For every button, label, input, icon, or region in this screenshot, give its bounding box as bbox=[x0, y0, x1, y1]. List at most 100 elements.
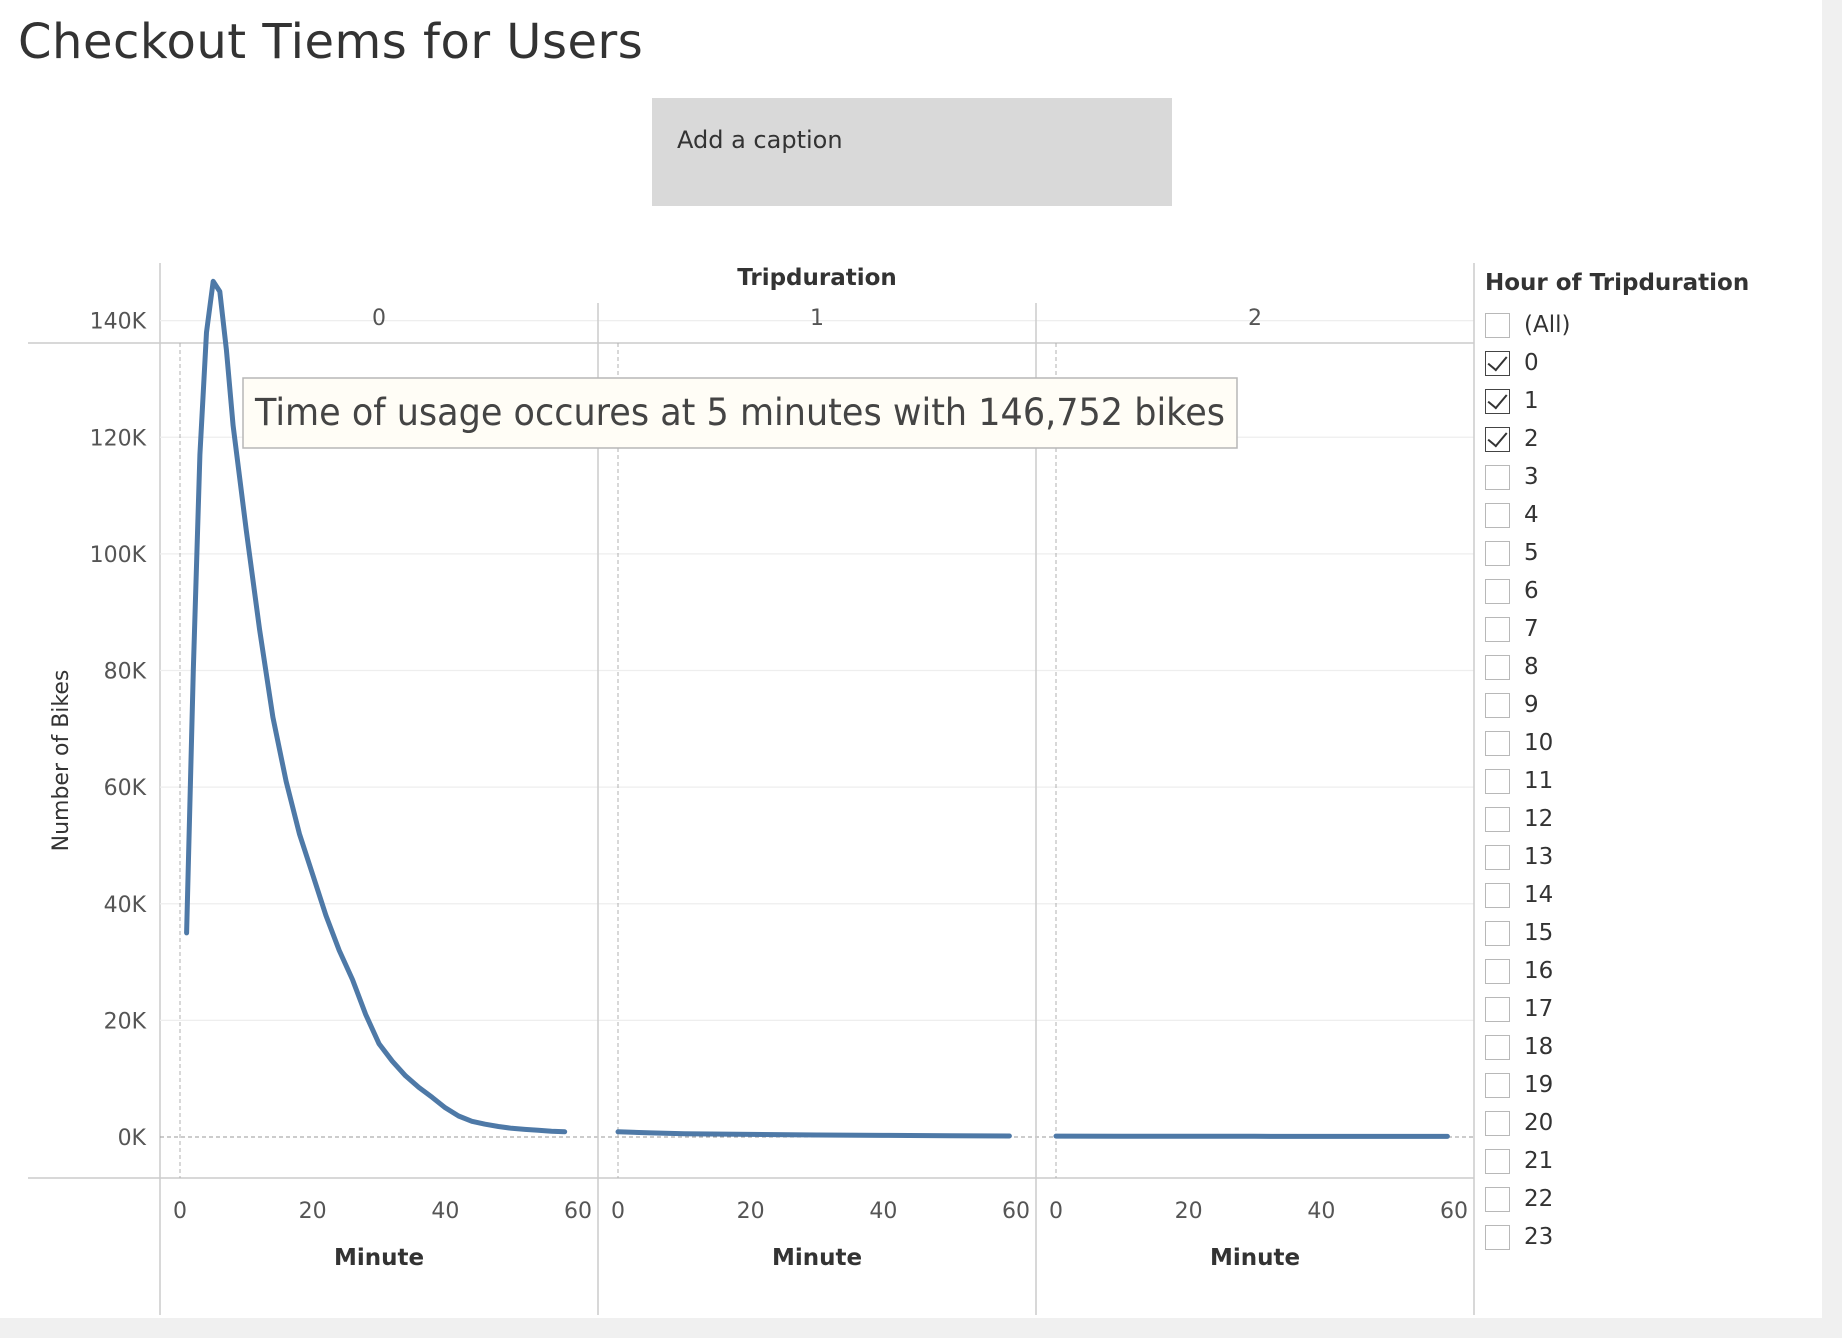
y-tick-label: 80K bbox=[104, 660, 147, 685]
filter-checkbox[interactable] bbox=[1485, 1110, 1510, 1136]
filter-item[interactable]: 21 bbox=[1485, 1142, 1815, 1180]
check-icon bbox=[1487, 388, 1508, 409]
filter-checkbox[interactable] bbox=[1485, 578, 1510, 604]
page-title: Checkout Tiems for Users bbox=[18, 14, 644, 70]
filter-title: Hour of Tripduration bbox=[1485, 270, 1750, 296]
filter-item-label: 18 bbox=[1524, 1034, 1554, 1060]
filter-item-label: 4 bbox=[1524, 502, 1539, 528]
filter-checkbox[interactable] bbox=[1485, 806, 1510, 832]
filter-item-label: 7 bbox=[1524, 616, 1539, 642]
filter-list: (All) 0 1 2 3 4 5 6 7 8 9 10 11 12 13 14 15 16 17 18 19 20 21 2… bbox=[1485, 306, 1815, 1256]
filter-item-label: 3 bbox=[1524, 464, 1539, 490]
filter-item[interactable]: 15 bbox=[1485, 914, 1815, 952]
filter-item[interactable]: 17 bbox=[1485, 990, 1815, 1028]
filter-checkbox[interactable] bbox=[1485, 920, 1510, 946]
x-tick-label: 0 bbox=[611, 1199, 625, 1224]
panel-header-label: 1 bbox=[810, 306, 824, 331]
hour-filter: Hour of Tripduration (All) 0 1 2 3 4 5 6 7 8 9 10 11… bbox=[1485, 270, 1815, 1256]
filter-item[interactable]: 6 bbox=[1485, 572, 1815, 610]
filter-checkbox[interactable] bbox=[1485, 958, 1510, 984]
filter-item[interactable]: 2 bbox=[1485, 420, 1815, 458]
filter-item[interactable]: 3 bbox=[1485, 458, 1815, 496]
x-tick-label: 20 bbox=[737, 1199, 765, 1224]
filter-checkbox[interactable] bbox=[1485, 616, 1510, 642]
filter-checkbox[interactable] bbox=[1485, 464, 1510, 490]
y-tick-label: 120K bbox=[90, 426, 147, 451]
check-icon bbox=[1487, 350, 1508, 371]
y-axis-label: Number of Bikes bbox=[49, 670, 74, 852]
series-line-panel-1 bbox=[615, 1129, 1012, 1139]
filter-item-label: 11 bbox=[1524, 768, 1554, 794]
filter-checkbox[interactable] bbox=[1485, 312, 1510, 338]
filter-item-label: 1 bbox=[1524, 388, 1539, 414]
x-tick-label: 60 bbox=[1002, 1199, 1030, 1224]
x-tick-label: 20 bbox=[1175, 1199, 1203, 1224]
dashboard: Checkout Tiems for Users Add a caption T… bbox=[0, 0, 1822, 1318]
x-tick-label: 40 bbox=[1307, 1199, 1335, 1224]
filter-item-label: 20 bbox=[1524, 1110, 1554, 1136]
filter-checkbox[interactable] bbox=[1485, 654, 1510, 680]
filter-checkbox[interactable] bbox=[1485, 540, 1510, 566]
filter-checkbox[interactable] bbox=[1485, 882, 1510, 908]
filter-checkbox[interactable] bbox=[1485, 996, 1510, 1022]
x-axis-label: Minute bbox=[334, 1245, 424, 1271]
x-tick-label: 0 bbox=[173, 1199, 187, 1224]
filter-checkbox[interactable] bbox=[1485, 350, 1510, 376]
filter-item-label: 14 bbox=[1524, 882, 1554, 908]
x-tick-label: 60 bbox=[1440, 1199, 1468, 1224]
filter-item[interactable]: 4 bbox=[1485, 496, 1815, 534]
series-line-panel-0 bbox=[184, 278, 568, 1135]
filter-item-label: 0 bbox=[1524, 350, 1539, 376]
filter-item-label: 17 bbox=[1524, 996, 1554, 1022]
filter-item[interactable]: 8 bbox=[1485, 648, 1815, 686]
filter-checkbox[interactable] bbox=[1485, 692, 1510, 718]
filter-item[interactable]: 16 bbox=[1485, 952, 1815, 990]
filter-item-label: 6 bbox=[1524, 578, 1539, 604]
filter-item-label: 12 bbox=[1524, 806, 1554, 832]
filter-checkbox[interactable] bbox=[1485, 1072, 1510, 1098]
filter-item[interactable]: 22 bbox=[1485, 1180, 1815, 1218]
caption-box[interactable]: Add a caption bbox=[652, 98, 1172, 206]
filter-item[interactable]: 23 bbox=[1485, 1218, 1815, 1256]
line-chart: Tripduration 0K 20K 40K 60K 80K 100K 120K 140K Nu… bbox=[28, 263, 1475, 1315]
filter-item[interactable]: 11 bbox=[1485, 762, 1815, 800]
filter-item[interactable]: 7 bbox=[1485, 610, 1815, 648]
filter-item-label: 5 bbox=[1524, 540, 1539, 566]
filter-checkbox[interactable] bbox=[1485, 1148, 1510, 1174]
filter-checkbox[interactable] bbox=[1485, 1034, 1510, 1060]
filter-checkbox[interactable] bbox=[1485, 844, 1510, 870]
annotation-box bbox=[242, 377, 1238, 449]
y-tick-label: 40K bbox=[104, 893, 147, 918]
y-tick-label: 0K bbox=[118, 1126, 147, 1151]
filter-checkbox[interactable] bbox=[1485, 502, 1510, 528]
filter-item[interactable]: 18 bbox=[1485, 1028, 1815, 1066]
x-tick-label: 0 bbox=[1049, 1199, 1063, 1224]
filter-item[interactable]: 5 bbox=[1485, 534, 1815, 572]
filter-item[interactable]: 13 bbox=[1485, 838, 1815, 876]
filter-item[interactable]: 19 bbox=[1485, 1066, 1815, 1104]
filter-item[interactable]: 9 bbox=[1485, 686, 1815, 724]
filter-checkbox[interactable] bbox=[1485, 1186, 1510, 1212]
filter-checkbox[interactable] bbox=[1485, 730, 1510, 756]
filter-item[interactable]: (All) bbox=[1485, 306, 1815, 344]
x-tick-label: 40 bbox=[431, 1199, 459, 1224]
y-tick-label: 100K bbox=[90, 543, 147, 568]
panel-header-label: 2 bbox=[1248, 306, 1262, 331]
filter-item-label: 15 bbox=[1524, 920, 1554, 946]
filter-item[interactable]: 20 bbox=[1485, 1104, 1815, 1142]
filter-checkbox[interactable] bbox=[1485, 426, 1510, 452]
filter-item[interactable]: 10 bbox=[1485, 724, 1815, 762]
filter-item[interactable]: 1 bbox=[1485, 382, 1815, 420]
filter-item[interactable]: 12 bbox=[1485, 800, 1815, 838]
x-tick-label: 20 bbox=[299, 1199, 327, 1224]
column-header-title: Tripduration bbox=[737, 265, 897, 291]
filter-item[interactable]: 0 bbox=[1485, 344, 1815, 382]
filter-item-label: 16 bbox=[1524, 958, 1554, 984]
annotation-text: Time of usage occures at 5 minutes with … bbox=[254, 391, 1225, 434]
filter-item-label: 23 bbox=[1524, 1224, 1554, 1250]
filter-item[interactable]: 14 bbox=[1485, 876, 1815, 914]
filter-checkbox[interactable] bbox=[1485, 388, 1510, 414]
filter-checkbox[interactable] bbox=[1485, 768, 1510, 794]
filter-checkbox[interactable] bbox=[1485, 1224, 1510, 1250]
filter-item-label: 8 bbox=[1524, 654, 1539, 680]
